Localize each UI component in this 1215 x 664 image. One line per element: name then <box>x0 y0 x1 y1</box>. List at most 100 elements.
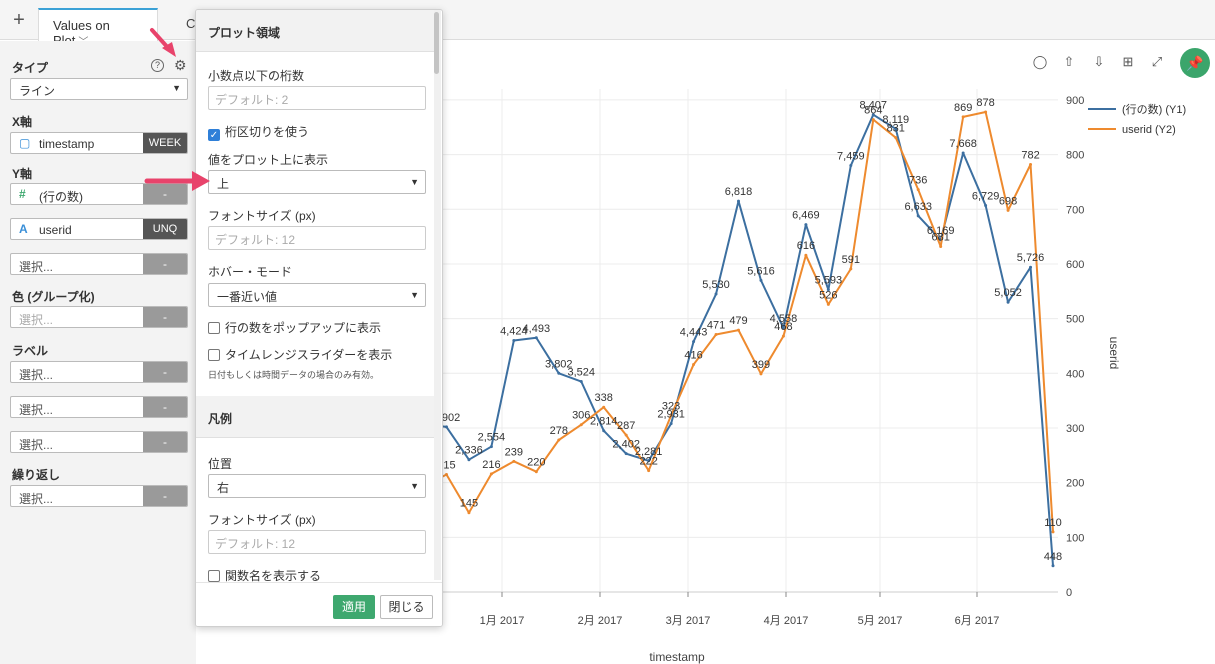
data-label: 306 <box>572 410 590 422</box>
data-label: 831 <box>887 123 905 135</box>
series-2-point <box>624 433 628 437</box>
series-1-point <box>1051 564 1055 568</box>
data-label: 4,424 <box>500 326 528 338</box>
y-axis-aggregation-2[interactable]: UNQ <box>143 219 187 239</box>
series-1-point <box>737 199 740 203</box>
x-axis-aggregation[interactable]: WEEK <box>143 133 187 153</box>
table-icon[interactable]: ⊞ <box>1122 54 1134 69</box>
series-2-point <box>984 110 988 114</box>
chart-series <box>422 110 1055 568</box>
checkbox-icon[interactable] <box>208 322 220 334</box>
scrollbar-thumb[interactable] <box>434 12 439 74</box>
legend-header: 凡例 <box>196 396 436 438</box>
data-label: 5,616 <box>747 265 775 277</box>
font-size-input[interactable]: デフォルト: 12 <box>208 226 426 250</box>
data-label: 869 <box>954 102 972 114</box>
y-axis-field-2[interactable]: A userid UNQ <box>10 218 188 240</box>
y-axis-select[interactable]: 選択... - <box>10 253 188 275</box>
label-select-3-tag[interactable]: - <box>143 432 187 452</box>
series-2-point <box>534 470 538 474</box>
hover-mode-select[interactable]: 一番近い値 ▼ <box>208 283 426 307</box>
data-label: 110 <box>1044 517 1062 529</box>
series-2-point <box>894 136 898 140</box>
help-icon[interactable]: ? <box>151 59 164 72</box>
y-axis-field-1[interactable]: # (行の数) - <box>10 183 188 205</box>
x-axis-field[interactable]: ▢ timestamp WEEK <box>10 132 188 154</box>
apply-button[interactable]: 適用 <box>333 595 375 619</box>
repeat-select[interactable]: 選択... - <box>10 485 188 507</box>
range-slider-label: タイムレンジスライダーを表示 <box>225 348 393 362</box>
range-slider-checkbox[interactable]: タイムレンジスライダーを表示 <box>208 346 392 363</box>
series-2-point <box>804 253 808 257</box>
y2-tick-label: 400 <box>1066 368 1084 380</box>
data-label: 399 <box>752 359 770 371</box>
pin-button[interactable]: 📌 <box>1180 48 1210 78</box>
y2-tick-label: 700 <box>1066 204 1084 216</box>
series-1-point <box>1006 300 1010 304</box>
tab-values-on-plot[interactable]: Values on Plot﹀ <box>38 8 158 48</box>
label-select-1[interactable]: 選択... - <box>10 361 188 383</box>
expand-icon[interactable]: ⤢ <box>1151 54 1163 69</box>
y-axis-select-tag[interactable]: - <box>143 254 187 274</box>
legend-position-select[interactable]: 右 ▼ <box>208 474 426 498</box>
color-select[interactable]: 選択... - <box>10 306 188 328</box>
series-2-point <box>1006 208 1010 212</box>
series-1-point <box>804 223 808 227</box>
data-label: 681 <box>931 231 949 243</box>
y2-tick-label: 200 <box>1066 478 1084 490</box>
label-select-3[interactable]: 選択... - <box>10 431 188 453</box>
series-2-point <box>602 405 606 409</box>
data-label: 216 <box>482 459 500 471</box>
label-select-1-tag[interactable]: - <box>143 362 187 382</box>
tab-bar: + Values on Plot﹀ Ch <box>0 0 1215 48</box>
series-2-point <box>871 118 875 122</box>
label-select-2[interactable]: 選択... - <box>10 396 188 418</box>
font-size-label: フォントサイズ (px) <box>208 209 316 223</box>
series-1-point <box>894 127 898 131</box>
series-1-point <box>602 429 606 433</box>
data-label: 7,668 <box>949 138 977 150</box>
line-chart: 0 100 200 300 400 500 600 700 800 900 1月 2017 2月 2… <box>195 89 1186 664</box>
data-label: 782 <box>1021 149 1039 161</box>
comment-icon[interactable]: ◯ <box>1032 54 1048 69</box>
thousands-separator-checkbox[interactable]: ✓ 桁区切りを使う <box>208 123 309 141</box>
data-label: 4,558 <box>770 313 798 325</box>
label-select-2-tag[interactable]: - <box>143 397 187 417</box>
gear-icon[interactable]: ⚙ <box>174 57 187 73</box>
decimals-input[interactable]: デフォルト: 2 <box>208 86 426 110</box>
show-function-name-label: 関数名を表示する <box>225 569 322 583</box>
add-tab-button[interactable]: + <box>13 9 25 31</box>
checkbox-icon[interactable] <box>208 349 220 361</box>
checkbox-checked-icon[interactable]: ✓ <box>208 129 220 141</box>
series-2-point <box>826 302 830 306</box>
close-button[interactable]: 閉じる <box>380 595 433 619</box>
chart-type-value: ライン <box>19 84 56 98</box>
data-label: 323 <box>662 400 680 412</box>
data-label: 468 <box>774 321 792 333</box>
y2-axis-title: userid <box>1107 337 1121 370</box>
series-1-point <box>489 445 493 449</box>
chart-type-select[interactable]: ライン ▼ <box>10 78 188 100</box>
series-1-point <box>624 452 628 456</box>
label-section-label: ラベル <box>12 344 49 358</box>
show-function-name-checkbox[interactable]: 関数名を表示する <box>208 567 321 584</box>
color-select-tag[interactable]: - <box>143 307 187 327</box>
checkbox-icon[interactable] <box>208 570 220 582</box>
range-slider-note: 日付もしくは時間データの場合のみ有効。 <box>208 370 380 380</box>
series-1-point <box>579 380 583 384</box>
download-icon[interactable]: ⇩ <box>1093 54 1105 69</box>
repeat-select-tag[interactable]: - <box>143 486 187 506</box>
y2-tick-label: 300 <box>1066 423 1084 435</box>
popup-scrollbar[interactable] <box>434 10 441 580</box>
y-axis-aggregation-1[interactable]: - <box>143 184 187 204</box>
data-label: 864 <box>864 105 882 117</box>
data-label: 698 <box>999 195 1017 207</box>
popup-rows-checkbox[interactable]: 行の数をポップアップに表示 <box>208 319 381 336</box>
show-values-select[interactable]: 上 ▼ <box>208 170 426 194</box>
series-1-point <box>669 422 673 426</box>
x-tick-label: 6月 2017 <box>955 615 1000 627</box>
x-axis-ticks: 1月 2017 2月 2017 3月 2017 4月 2017 5月 2017 6月 20… <box>480 592 1000 627</box>
upload-icon[interactable]: ⇧ <box>1063 54 1075 69</box>
hover-mode-label: ホバー・モード <box>208 265 293 279</box>
legend-font-size-input[interactable]: デフォルト: 12 <box>208 530 426 554</box>
